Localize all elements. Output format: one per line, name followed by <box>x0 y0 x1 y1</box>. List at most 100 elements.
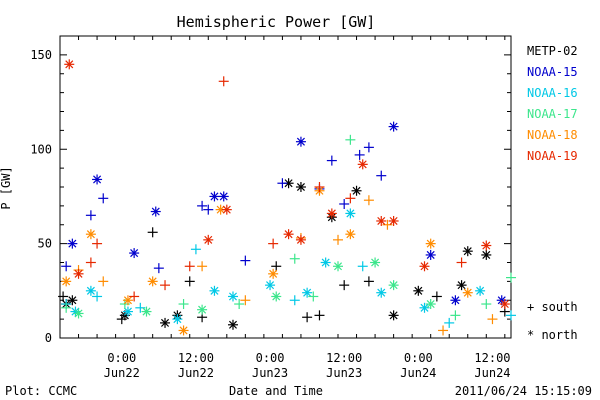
data-point <box>129 291 140 302</box>
data-point <box>85 257 96 268</box>
data-point <box>160 317 171 328</box>
data-point <box>382 219 393 230</box>
data-point <box>450 295 461 306</box>
footer-credit: Plot: CCMC <box>5 384 77 398</box>
data-point <box>61 261 72 272</box>
data-point <box>295 136 306 147</box>
data-point <box>302 312 313 323</box>
data-point <box>475 285 486 296</box>
data-point <box>218 191 229 202</box>
x-axis-label: Date and Time <box>229 384 323 398</box>
data-point <box>413 285 424 296</box>
data-point <box>419 261 430 272</box>
x-tick-label: 0:00 <box>404 351 433 365</box>
chart-title: Hemispheric Power [GW] <box>177 13 376 31</box>
legend-entry: NOAA-19 <box>527 149 578 163</box>
data-point <box>92 291 103 302</box>
x-tick-label: 12:00 <box>178 351 214 365</box>
data-point <box>265 280 276 291</box>
data-point <box>190 244 201 255</box>
data-point <box>227 291 238 302</box>
x-tick-date-label: Jun22 <box>178 366 214 380</box>
data-point <box>135 302 146 313</box>
data-point <box>444 317 455 328</box>
data-point <box>227 319 238 330</box>
data-point <box>354 149 365 160</box>
data-point <box>240 295 251 306</box>
data-point <box>320 257 331 268</box>
x-tick-label: 12:00 <box>326 351 362 365</box>
data-point <box>295 234 306 245</box>
data-point <box>425 249 436 260</box>
data-point <box>333 234 344 245</box>
data-point <box>314 182 325 192</box>
data-point <box>85 229 96 240</box>
data-point <box>345 229 356 240</box>
legend-entry: METP-02 <box>527 44 578 58</box>
legend-entry: NOAA-15 <box>527 65 578 79</box>
data-point <box>147 276 158 287</box>
data-point <box>197 261 208 272</box>
data-point <box>64 59 75 70</box>
x-tick-label: 12:00 <box>474 351 510 365</box>
data-point <box>388 215 399 226</box>
data-point <box>339 198 350 209</box>
axes: 0501001500:00Jun2212:00Jun220:00Jun2312:… <box>30 35 512 380</box>
data-point <box>326 208 337 219</box>
y-tick-label: 0 <box>45 331 52 345</box>
data-point <box>141 306 152 317</box>
data-point <box>160 280 171 291</box>
x-tick-date-label: Jun23 <box>252 366 288 380</box>
data-point <box>499 299 510 310</box>
y-tick-label: 100 <box>30 142 52 156</box>
data-point <box>345 193 356 204</box>
data-point <box>419 302 430 313</box>
x-tick-date-label: Jun22 <box>104 366 140 380</box>
data-point <box>456 280 467 291</box>
data-point <box>271 261 282 272</box>
data-point <box>388 310 399 321</box>
data-point <box>438 325 449 336</box>
data-point <box>197 304 208 315</box>
data-point <box>462 287 473 298</box>
data-point <box>363 142 374 153</box>
data-point <box>363 195 374 206</box>
data-point <box>172 314 183 325</box>
x-tick-date-label: Jun23 <box>326 366 362 380</box>
data-point <box>147 227 158 238</box>
data-point <box>271 291 282 302</box>
data-point <box>178 299 189 310</box>
legend: METP-02 NOAA-15 NOAA-16 NOAA-17 NOAA-18 NOAA-… <box>527 44 578 342</box>
footer-timestamp: 2011/06/24 15:15:09 <box>455 384 592 398</box>
data-point <box>218 76 229 87</box>
legend-entry: NOAA-17 <box>527 107 578 121</box>
data-point <box>197 200 208 211</box>
data-point <box>302 287 313 298</box>
data-point <box>122 306 133 317</box>
legend-entry: NOAA-16 <box>527 86 578 100</box>
data-point <box>308 291 319 302</box>
data-point <box>289 295 300 306</box>
data-point <box>295 182 306 192</box>
y-tick-label: 50 <box>38 237 52 251</box>
data-point <box>487 314 498 325</box>
data-point <box>376 215 387 226</box>
data-point <box>425 299 436 310</box>
legend-entry: NOAA-18 <box>527 128 578 142</box>
data-point <box>240 255 251 266</box>
data-point <box>277 178 288 189</box>
data-point <box>98 276 109 287</box>
data-point <box>85 285 96 296</box>
data-point <box>376 287 387 298</box>
data-point <box>506 272 516 283</box>
data-point <box>73 268 84 279</box>
marker-legend-entry: + south <box>527 300 578 314</box>
data-point <box>58 291 69 302</box>
data-point <box>345 208 356 219</box>
data-point <box>215 204 226 215</box>
x-tick-label: 0:00 <box>256 351 285 365</box>
data-point <box>357 159 368 170</box>
data-point <box>153 263 164 274</box>
data-points <box>58 59 516 336</box>
data-point <box>333 261 344 272</box>
